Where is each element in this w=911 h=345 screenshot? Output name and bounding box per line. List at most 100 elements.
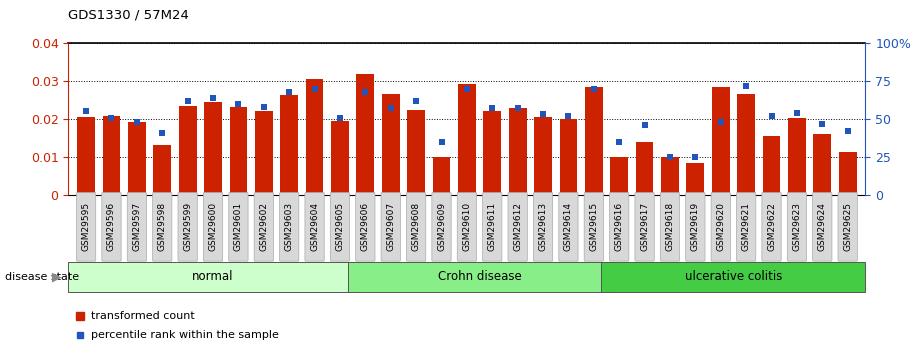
Text: GSM29616: GSM29616 bbox=[615, 202, 624, 252]
Text: GSM29598: GSM29598 bbox=[158, 202, 167, 252]
Bar bbox=[458, 84, 476, 195]
Bar bbox=[737, 95, 755, 195]
Bar bbox=[585, 87, 603, 195]
FancyBboxPatch shape bbox=[280, 193, 299, 261]
Bar bbox=[77, 117, 95, 195]
Text: GSM29619: GSM29619 bbox=[691, 202, 700, 252]
Text: GSM29621: GSM29621 bbox=[742, 202, 751, 252]
Bar bbox=[601, 262, 865, 292]
Text: GSM29597: GSM29597 bbox=[132, 202, 141, 252]
Bar bbox=[331, 121, 349, 195]
FancyBboxPatch shape bbox=[432, 193, 451, 261]
Bar bbox=[68, 262, 358, 292]
Text: GDS1330 / 57M24: GDS1330 / 57M24 bbox=[68, 9, 189, 22]
Bar bbox=[128, 122, 146, 195]
FancyBboxPatch shape bbox=[229, 193, 248, 261]
Text: GSM29601: GSM29601 bbox=[234, 202, 243, 252]
Text: GSM29611: GSM29611 bbox=[487, 202, 496, 252]
FancyBboxPatch shape bbox=[254, 193, 273, 261]
FancyBboxPatch shape bbox=[711, 193, 731, 261]
Bar bbox=[687, 164, 704, 195]
Bar bbox=[281, 96, 298, 195]
FancyBboxPatch shape bbox=[331, 193, 350, 261]
FancyBboxPatch shape bbox=[762, 193, 781, 261]
Bar bbox=[153, 145, 171, 195]
Text: GSM29610: GSM29610 bbox=[463, 202, 471, 252]
Text: GSM29595: GSM29595 bbox=[82, 202, 90, 252]
Text: GSM29613: GSM29613 bbox=[538, 202, 548, 252]
Text: GSM29596: GSM29596 bbox=[107, 202, 116, 252]
Text: Crohn disease: Crohn disease bbox=[437, 270, 521, 283]
Bar bbox=[788, 118, 806, 195]
Text: GSM29624: GSM29624 bbox=[818, 203, 827, 251]
FancyBboxPatch shape bbox=[178, 193, 198, 261]
Text: GSM29606: GSM29606 bbox=[361, 202, 370, 252]
FancyBboxPatch shape bbox=[787, 193, 806, 261]
Text: ▶: ▶ bbox=[52, 270, 62, 284]
Text: ulcerative colitis: ulcerative colitis bbox=[685, 270, 783, 283]
Text: GSM29623: GSM29623 bbox=[793, 202, 802, 252]
FancyBboxPatch shape bbox=[838, 193, 857, 261]
Bar bbox=[839, 152, 856, 195]
FancyBboxPatch shape bbox=[609, 193, 629, 261]
Text: GSM29604: GSM29604 bbox=[310, 202, 319, 252]
Text: GSM29603: GSM29603 bbox=[284, 202, 293, 252]
Text: GSM29602: GSM29602 bbox=[260, 202, 269, 252]
Text: GSM29620: GSM29620 bbox=[716, 202, 725, 252]
Bar bbox=[508, 108, 527, 195]
Text: GSM29599: GSM29599 bbox=[183, 202, 192, 252]
Bar bbox=[559, 119, 578, 195]
Bar bbox=[255, 111, 272, 195]
FancyBboxPatch shape bbox=[305, 193, 324, 261]
FancyBboxPatch shape bbox=[584, 193, 603, 261]
FancyBboxPatch shape bbox=[483, 193, 502, 261]
FancyBboxPatch shape bbox=[381, 193, 400, 261]
Text: GSM29622: GSM29622 bbox=[767, 203, 776, 251]
Bar bbox=[484, 111, 501, 195]
Bar bbox=[179, 106, 197, 195]
Text: GSM29607: GSM29607 bbox=[386, 202, 395, 252]
Bar bbox=[407, 110, 425, 195]
Bar bbox=[534, 117, 552, 195]
FancyBboxPatch shape bbox=[355, 193, 375, 261]
Text: GSM29612: GSM29612 bbox=[513, 202, 522, 252]
FancyBboxPatch shape bbox=[102, 193, 121, 261]
Text: GSM29605: GSM29605 bbox=[335, 202, 344, 252]
Bar bbox=[661, 157, 679, 195]
Bar bbox=[230, 107, 247, 195]
Bar bbox=[356, 74, 374, 195]
Bar bbox=[204, 102, 222, 195]
Bar bbox=[610, 157, 628, 195]
Text: GSM29608: GSM29608 bbox=[412, 202, 421, 252]
Text: normal: normal bbox=[192, 270, 234, 283]
Bar bbox=[814, 134, 831, 195]
Text: GSM29614: GSM29614 bbox=[564, 202, 573, 252]
FancyBboxPatch shape bbox=[686, 193, 705, 261]
FancyBboxPatch shape bbox=[406, 193, 425, 261]
FancyBboxPatch shape bbox=[813, 193, 832, 261]
Bar bbox=[103, 116, 120, 195]
FancyBboxPatch shape bbox=[508, 193, 527, 261]
Text: disease state: disease state bbox=[5, 272, 78, 282]
Bar bbox=[636, 142, 653, 195]
Bar bbox=[306, 79, 323, 195]
FancyBboxPatch shape bbox=[457, 193, 476, 261]
FancyBboxPatch shape bbox=[635, 193, 654, 261]
FancyBboxPatch shape bbox=[558, 193, 578, 261]
Text: transformed count: transformed count bbox=[90, 311, 194, 321]
Text: GSM29618: GSM29618 bbox=[665, 202, 674, 252]
FancyBboxPatch shape bbox=[203, 193, 222, 261]
Text: GSM29609: GSM29609 bbox=[437, 202, 446, 252]
Bar bbox=[348, 262, 611, 292]
Bar bbox=[433, 157, 450, 195]
Bar bbox=[711, 87, 730, 195]
Text: GSM29617: GSM29617 bbox=[640, 202, 650, 252]
Bar bbox=[763, 136, 781, 195]
Bar bbox=[382, 95, 400, 195]
Text: percentile rank within the sample: percentile rank within the sample bbox=[90, 330, 279, 339]
FancyBboxPatch shape bbox=[128, 193, 147, 261]
FancyBboxPatch shape bbox=[77, 193, 96, 261]
FancyBboxPatch shape bbox=[736, 193, 756, 261]
Text: GSM29600: GSM29600 bbox=[209, 202, 218, 252]
Text: GSM29615: GSM29615 bbox=[589, 202, 599, 252]
